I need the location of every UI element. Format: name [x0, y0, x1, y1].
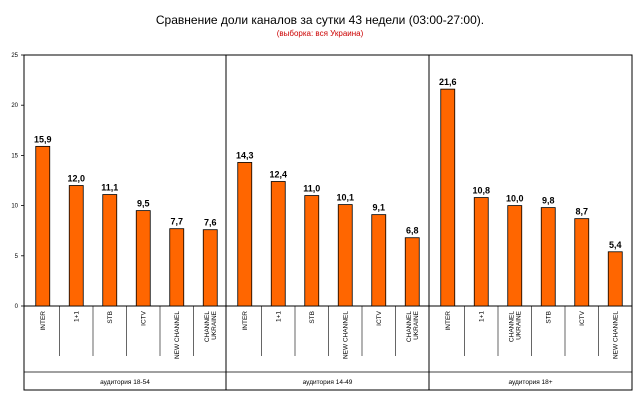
category-label: INTER: [242, 311, 249, 331]
bar: [507, 205, 523, 307]
category-label: CHANNEL: [204, 311, 211, 342]
category-label: ICTV: [376, 310, 383, 325]
data-label: 7,6: [204, 218, 217, 228]
data-label: 10,8: [472, 186, 490, 196]
category-label: INTER: [40, 311, 47, 331]
bar: [574, 218, 590, 307]
category-label: NEW CHANNEL: [612, 311, 619, 359]
category-label: 1+1: [73, 311, 80, 322]
data-label: 12,4: [269, 170, 287, 180]
bar: [540, 207, 556, 307]
data-label: 9,5: [137, 199, 150, 209]
bar: [440, 88, 456, 307]
data-label: 21,6: [439, 77, 457, 87]
data-label: 11,0: [303, 184, 320, 194]
data-label: 10,0: [506, 194, 524, 204]
data-label: 12,0: [67, 174, 85, 184]
category-label: NEW CHANNEL: [174, 311, 181, 359]
category-label: STB: [545, 311, 552, 324]
y-tick-label: 20: [11, 103, 18, 109]
category-label: NEW CHANNEL: [342, 311, 349, 359]
group-label: аудитория 18+: [508, 379, 552, 386]
group-label: аудитория 14-49: [303, 379, 353, 386]
data-label: 5,4: [609, 240, 622, 250]
bar: [35, 145, 51, 307]
bar: [337, 204, 353, 307]
bar: [102, 194, 118, 307]
category-label: 1+1: [478, 311, 485, 322]
bar: [169, 228, 185, 307]
bar: [237, 162, 253, 307]
bar: [473, 197, 489, 307]
category-label: INTER: [445, 311, 452, 331]
y-tick-label: 25: [11, 53, 18, 59]
data-label: 9,8: [542, 196, 555, 206]
data-label: 7,7: [170, 217, 183, 227]
category-label: ICTV: [579, 310, 586, 325]
data-label: 14,3: [236, 150, 254, 160]
data-label: 9,1: [372, 203, 385, 213]
category-label: STB: [107, 311, 114, 324]
y-tick-label: 15: [11, 153, 18, 159]
category-label: ICTV: [140, 310, 147, 325]
bar: [135, 210, 151, 307]
bar: [202, 229, 218, 307]
category-label: CHANNEL: [508, 311, 515, 342]
data-label: 15,9: [34, 134, 52, 144]
category-label: UKRAINE: [515, 310, 522, 340]
data-label: 10,1: [336, 193, 354, 203]
bar: [270, 181, 286, 307]
category-label: STB: [309, 311, 316, 324]
data-label: 11,1: [101, 183, 118, 193]
data-label: 8,7: [575, 207, 588, 217]
y-tick-label: 5: [15, 254, 19, 260]
bar: [607, 251, 623, 307]
category-label: UKRAINE: [211, 310, 218, 340]
category-label: CHANNEL: [406, 311, 413, 342]
group-label: аудитория 18-54: [100, 379, 150, 386]
category-label: 1+1: [275, 311, 282, 322]
category-label: UKRAINE: [413, 310, 420, 340]
chart-title: Сравнение доли каналов за сутки 43 недел…: [155, 13, 485, 27]
y-tick-label: 10: [11, 204, 18, 210]
chart-subtitle: (выборка: вся Украина): [276, 29, 364, 38]
plot-frame: [23, 54, 633, 391]
bar: [68, 185, 84, 307]
data-label: 6,8: [406, 226, 419, 236]
bar: [304, 195, 320, 307]
bar: [404, 237, 420, 307]
bar: [371, 214, 387, 307]
y-tick-label: 0: [15, 304, 19, 310]
